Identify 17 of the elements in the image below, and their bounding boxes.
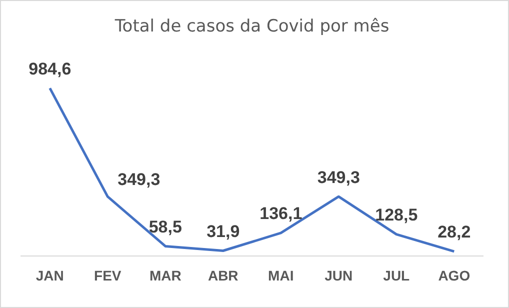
data-label: 349,3 [118,170,160,189]
x-tick-label: MAR [149,267,182,284]
x-tick-label: JUN [324,267,353,284]
x-tick-label: JUL [383,267,410,284]
x-tick-label: ABR [208,267,238,284]
data-label: 984,6 [28,59,72,78]
data-label: 349,3 [317,168,360,187]
data-label: 128,5 [375,205,418,224]
x-tick-label: MAI [268,267,294,284]
x-tick-label: FEV [94,267,122,284]
chart-title: Total de casos da Covid por mês [114,16,390,37]
data-label: 136,1 [260,204,302,224]
data-label: 31,9 [206,222,240,241]
data-label: 58,5 [148,217,182,236]
data-label: 28,2 [438,222,471,242]
x-tick-label: JAN [36,267,64,284]
x-tick-label: AGO [438,267,470,284]
